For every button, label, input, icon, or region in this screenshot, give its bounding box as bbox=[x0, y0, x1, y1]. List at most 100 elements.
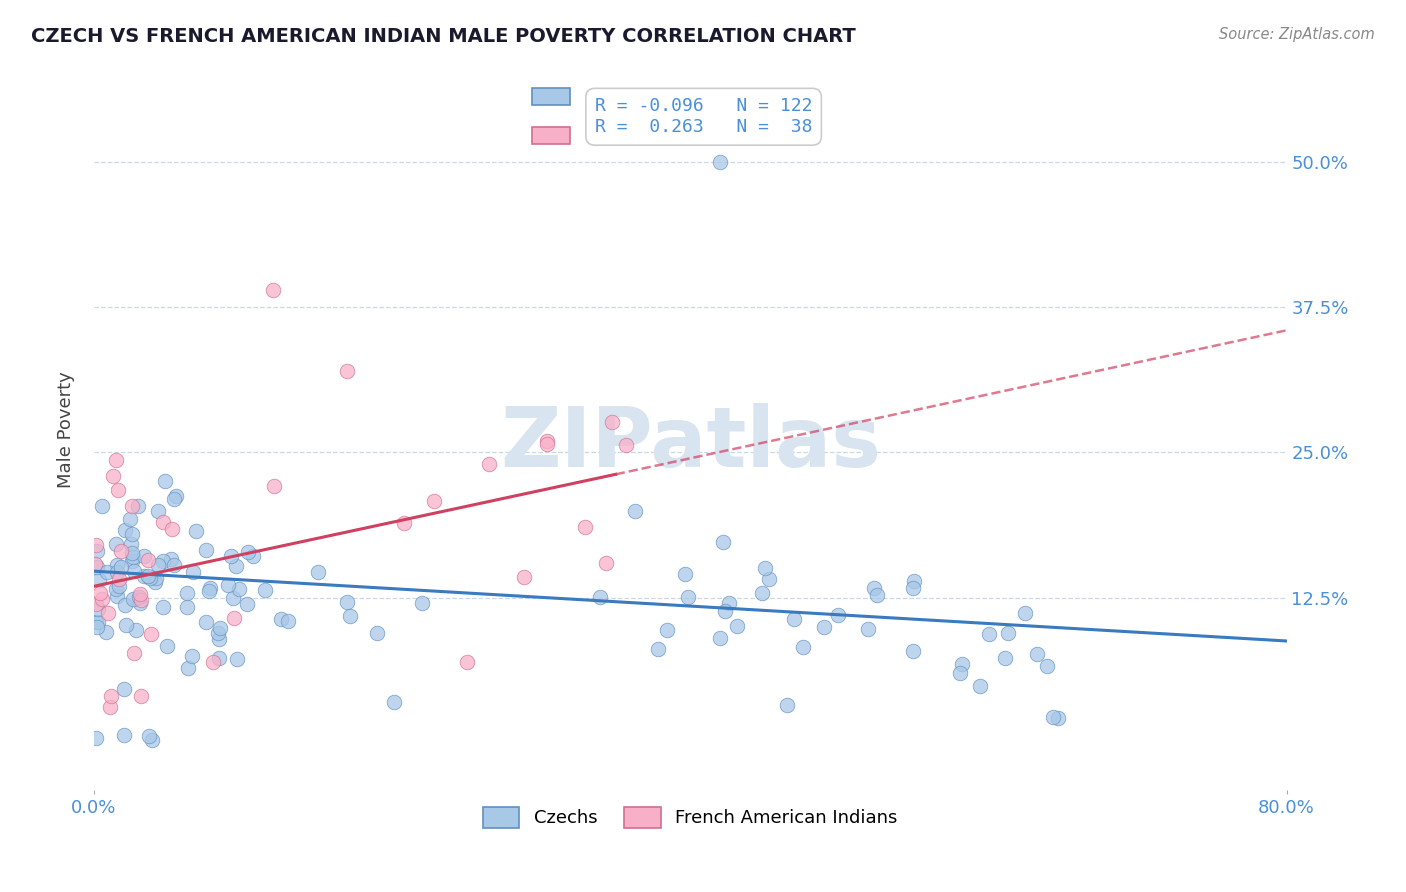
Point bbox=[1042, 710, 1064, 724]
Point bbox=[194, 615, 217, 629]
Point bbox=[277, 614, 299, 628]
Point bbox=[307, 565, 329, 579]
Point bbox=[813, 620, 835, 634]
Point bbox=[456, 655, 478, 669]
Point bbox=[162, 558, 184, 573]
Point bbox=[478, 457, 501, 471]
Point bbox=[112, 681, 135, 696]
Point bbox=[903, 574, 925, 588]
Point bbox=[718, 596, 741, 610]
Point bbox=[138, 729, 160, 743]
Point bbox=[121, 592, 143, 607]
Y-axis label: Male Poverty: Male Poverty bbox=[58, 371, 75, 488]
Point bbox=[165, 489, 187, 503]
Point bbox=[228, 582, 250, 597]
Point bbox=[90, 592, 112, 607]
Point bbox=[713, 604, 735, 618]
Point bbox=[120, 537, 142, 551]
Point bbox=[727, 619, 749, 633]
Text: CZECH VS FRENCH AMERICAN INDIAN MALE POVERTY CORRELATION CHART: CZECH VS FRENCH AMERICAN INDIAN MALE POV… bbox=[31, 27, 856, 45]
Point bbox=[225, 558, 247, 573]
Point bbox=[217, 578, 239, 592]
Point bbox=[1046, 711, 1069, 725]
Point bbox=[673, 567, 696, 582]
Point bbox=[139, 571, 162, 585]
Point bbox=[977, 627, 1000, 641]
Point bbox=[901, 582, 924, 596]
Point bbox=[129, 595, 152, 609]
Point bbox=[159, 552, 181, 566]
Point bbox=[83, 558, 105, 572]
Point bbox=[105, 589, 128, 603]
Point bbox=[100, 690, 122, 704]
Point bbox=[114, 728, 136, 742]
Point bbox=[827, 608, 849, 623]
Point bbox=[136, 553, 159, 567]
Point bbox=[600, 415, 623, 429]
Point bbox=[263, 478, 285, 492]
Point bbox=[242, 549, 264, 564]
Point bbox=[176, 586, 198, 600]
Point bbox=[616, 438, 638, 452]
Point bbox=[262, 283, 284, 297]
Point bbox=[103, 469, 125, 483]
Point bbox=[709, 154, 731, 169]
Point bbox=[225, 652, 247, 666]
Point bbox=[110, 560, 132, 574]
Point bbox=[184, 524, 207, 538]
Point bbox=[160, 523, 183, 537]
Point bbox=[866, 588, 889, 602]
Point bbox=[143, 574, 166, 589]
Point bbox=[536, 437, 558, 451]
Legend: Czechs, French American Indians: Czechs, French American Indians bbox=[477, 800, 904, 835]
Point bbox=[127, 499, 149, 513]
Point bbox=[392, 516, 415, 531]
Point bbox=[589, 591, 612, 605]
Point bbox=[177, 661, 200, 675]
Point bbox=[222, 591, 245, 605]
Point bbox=[121, 499, 143, 513]
Point bbox=[86, 559, 108, 574]
Point bbox=[105, 582, 128, 596]
Point bbox=[108, 579, 131, 593]
Text: R = -0.096   N = 122
R =  0.263   N =  38: R = -0.096 N = 122 R = 0.263 N = 38 bbox=[595, 97, 813, 136]
Point bbox=[146, 504, 169, 518]
Point bbox=[107, 483, 129, 497]
Point bbox=[253, 583, 276, 598]
Text: Source: ZipAtlas.com: Source: ZipAtlas.com bbox=[1219, 27, 1375, 42]
Point bbox=[107, 573, 129, 587]
Point bbox=[114, 598, 136, 612]
Point bbox=[141, 733, 163, 747]
Text: ZIPatlas: ZIPatlas bbox=[499, 403, 880, 484]
Point bbox=[647, 641, 669, 656]
Point bbox=[792, 640, 814, 654]
Point bbox=[124, 624, 146, 638]
Point bbox=[118, 512, 141, 526]
Point bbox=[121, 546, 143, 560]
Point bbox=[104, 537, 127, 551]
Point bbox=[336, 595, 359, 609]
Point bbox=[236, 545, 259, 559]
Point bbox=[84, 731, 107, 745]
Point bbox=[96, 566, 118, 580]
Point bbox=[207, 626, 229, 640]
Point bbox=[105, 558, 128, 572]
Point bbox=[901, 644, 924, 658]
Point bbox=[132, 569, 155, 583]
Point bbox=[152, 516, 174, 530]
Point bbox=[91, 500, 114, 514]
Point bbox=[89, 586, 111, 600]
Point bbox=[997, 626, 1019, 640]
Point bbox=[209, 621, 232, 635]
Point bbox=[574, 520, 596, 534]
Point bbox=[623, 504, 645, 518]
Point bbox=[156, 640, 179, 654]
Point bbox=[176, 600, 198, 615]
Point bbox=[128, 590, 150, 604]
Point bbox=[87, 574, 110, 588]
Point bbox=[366, 626, 388, 640]
Point bbox=[195, 542, 218, 557]
Point bbox=[141, 627, 163, 641]
Point bbox=[121, 550, 143, 565]
Point bbox=[222, 611, 245, 625]
